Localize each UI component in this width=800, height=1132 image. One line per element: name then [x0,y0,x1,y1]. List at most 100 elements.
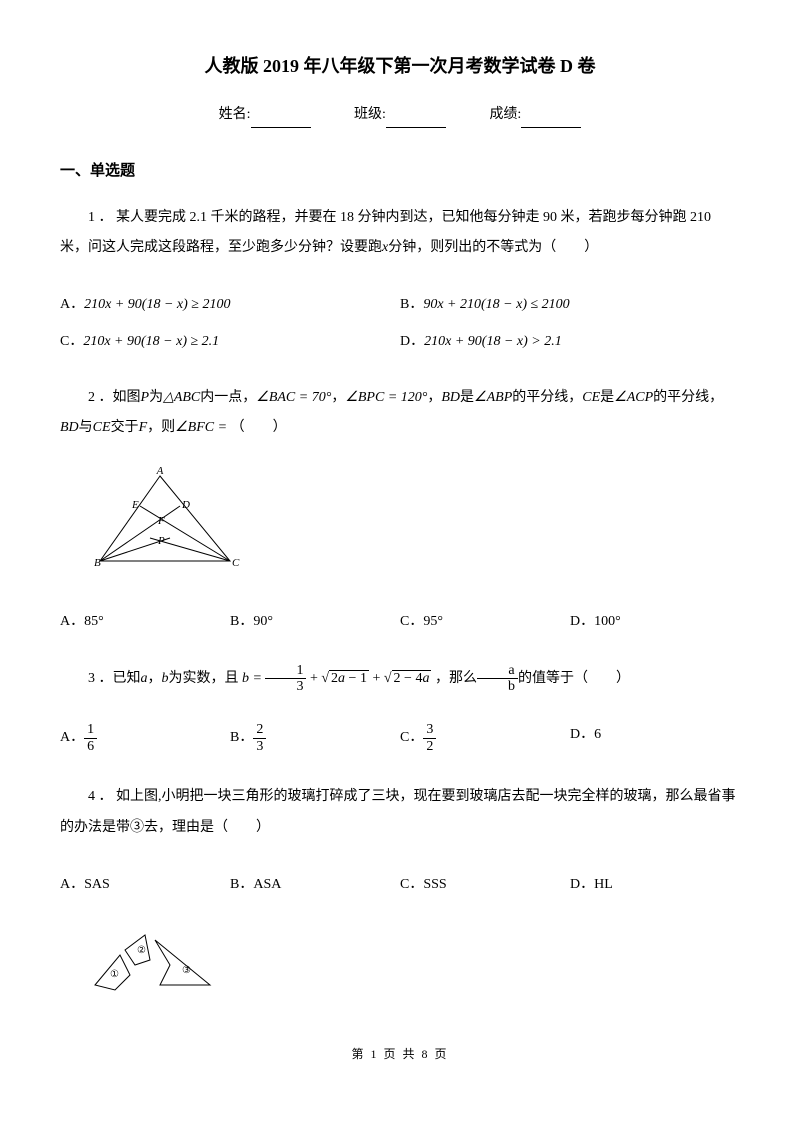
q1-optD-math: 210x + 90(18 − x) > 2.1 [424,334,562,349]
q2-t9: 交于 [111,420,139,435]
q2-option-c: C．95° [400,603,570,640]
q2-optC: 95° [423,614,443,629]
section-1-title: 一、单选题 [60,158,740,185]
q1-option-a: A．210x + 90(18 − x) ≥ 2100 [60,286,400,323]
q3-optC-num: 3 [423,722,436,738]
q3-optB-frac: 23 [253,722,266,754]
q2-optD: 100° [594,614,621,629]
q1-optA-math: 210x + 90(18 − x) ≥ 2100 [84,297,230,312]
q4-option-a: A．SAS [60,866,230,903]
q2-t7: 的平分线， [653,390,723,405]
score-label: 成绩: [489,107,521,122]
q1-optC-math: 210x + 90(18 − x) ≥ 2.1 [83,334,219,349]
svg-text:F: F [157,515,165,527]
q2-t11: （ ） [231,420,287,435]
q2-c1: ， [331,390,345,405]
q3-optC-den: 2 [423,739,436,754]
q3-frac2: ab [477,663,518,695]
q2-acp: ∠ACP [614,390,653,405]
info-line: 姓名: 班级: 成绩: [60,102,740,127]
q1-option-d: D．210x + 90(18 − x) > 2.1 [400,323,740,360]
q1-optA-label: A． [60,297,84,312]
q3-t4: 的值等于（ ） [518,671,630,686]
svg-text:①: ① [110,969,119,980]
score-blank [521,114,581,128]
q2-t3: 内一点， [200,390,256,405]
q3-frac1-num: 1 [265,663,306,679]
q3-options: A．16 B．23 C．32 D．6 [60,716,740,760]
q3-t1: 3 ．已知 [88,671,141,686]
q3-optB-den: 3 [253,739,266,754]
q1-option-b: B．90x + 210(18 − x) ≤ 2100 [400,286,740,323]
q2-t10: ，则 [147,420,175,435]
q3-optA-den: 6 [84,739,97,754]
q2-optB: 90° [253,614,273,629]
q2-f: F [139,420,148,435]
question-1: 1 ． 某人要完成 2.1 千米的路程，并要在 18 分钟内到达，已知他每分钟走… [60,203,740,265]
q2-abp: ∠ABP [474,390,512,405]
q4-option-c: C．SSS [400,866,570,903]
class-label: 班级: [354,107,386,122]
q3-option-c: C．32 [400,716,570,760]
q4-figure: ① ② ③ [90,925,740,1014]
q2-ce2: CE [93,420,111,435]
svg-text:P: P [157,535,165,547]
q2-option-a: A．85° [60,603,230,640]
q1-optC-label: C． [60,334,83,349]
question-3: 3 ．已知a，b为实数，且 b = 13 + √2a − 1 + √2 − 4a… [60,663,740,695]
q2-optC-label: C． [400,614,423,629]
q1-options: A．210x + 90(18 − x) ≥ 2100 B．90x + 210(1… [60,286,740,360]
q3-optC-frac: 32 [423,722,436,754]
q2-t1: 2 ．如图 [88,390,141,405]
name-blank [251,114,311,128]
q3-optD: D．6 [570,727,601,742]
q1-text2: 分钟，则列出的不等式为（ ） [388,240,598,255]
q2-t5: 的平分线， [512,390,582,405]
q3-optC-label: C． [400,731,423,746]
q2-bd2: BD [60,420,79,435]
svg-text:C: C [232,557,240,569]
q4-text: 4 ． 如上图,小明把一块三角形的玻璃打碎成了三块，现在要到玻璃店去配一块完全样… [60,789,736,835]
q2-figure: A B C E D F P [90,466,740,585]
q2-bfc: ∠BFC = [175,420,230,435]
q3-frac1-den: 3 [265,679,306,694]
q3-plus1: + [306,671,321,686]
svg-text:B: B [94,557,101,569]
question-2: 2 ．如图P为△ABC内一点，∠BAC = 70°，∠BPC = 120°，BD… [60,383,740,445]
q2-abc: △ABC [163,390,200,405]
q3-comma: ， [148,671,162,686]
q1-optB-math: 90x + 210(18 − x) ≤ 2100 [423,297,569,312]
q2-optA-label: A． [60,614,84,629]
q1-optD-label: D． [400,334,424,349]
q3-a: a [141,671,148,686]
q3-plus2: + [369,671,384,686]
q3-optA-frac: 16 [84,722,97,754]
q3-frac2-den: b [477,679,518,694]
svg-text:E: E [131,499,139,511]
q4-options: A．SAS B．ASA C．SSS D．HL [60,866,740,903]
q2-options: A．85° B．90° C．95° D．100° [60,603,740,640]
svg-text:A: A [156,466,164,477]
q2-bpc: ∠BPC = 120° [345,390,427,405]
q3-b: b [162,671,169,686]
q3-option-b: B．23 [230,716,400,760]
q1-optB-label: B． [400,297,423,312]
q3-frac1: 13 [265,663,306,695]
q3-t2: 为实数，且 [169,671,239,686]
q2-t4: 是 [460,390,474,405]
q1-option-c: C．210x + 90(18 − x) ≥ 2.1 [60,323,400,360]
q3-option-d: D．6 [570,716,740,760]
svg-text:③: ③ [182,965,191,976]
q2-bac: ∠BAC = 70° [256,390,331,405]
q3-optB-label: B． [230,731,253,746]
q2-optB-label: B． [230,614,253,629]
q3-optB-num: 2 [253,722,266,738]
q2-t2: 为 [149,390,163,405]
q2-p: P [141,390,150,405]
q2-t6: 是 [600,390,614,405]
svg-text:②: ② [137,945,146,956]
q4-option-d: D．HL [570,866,740,903]
q2-option-b: B．90° [230,603,400,640]
q4-option-b: B．ASA [230,866,400,903]
q3-sqrt1: √2a − 1 [321,670,369,686]
